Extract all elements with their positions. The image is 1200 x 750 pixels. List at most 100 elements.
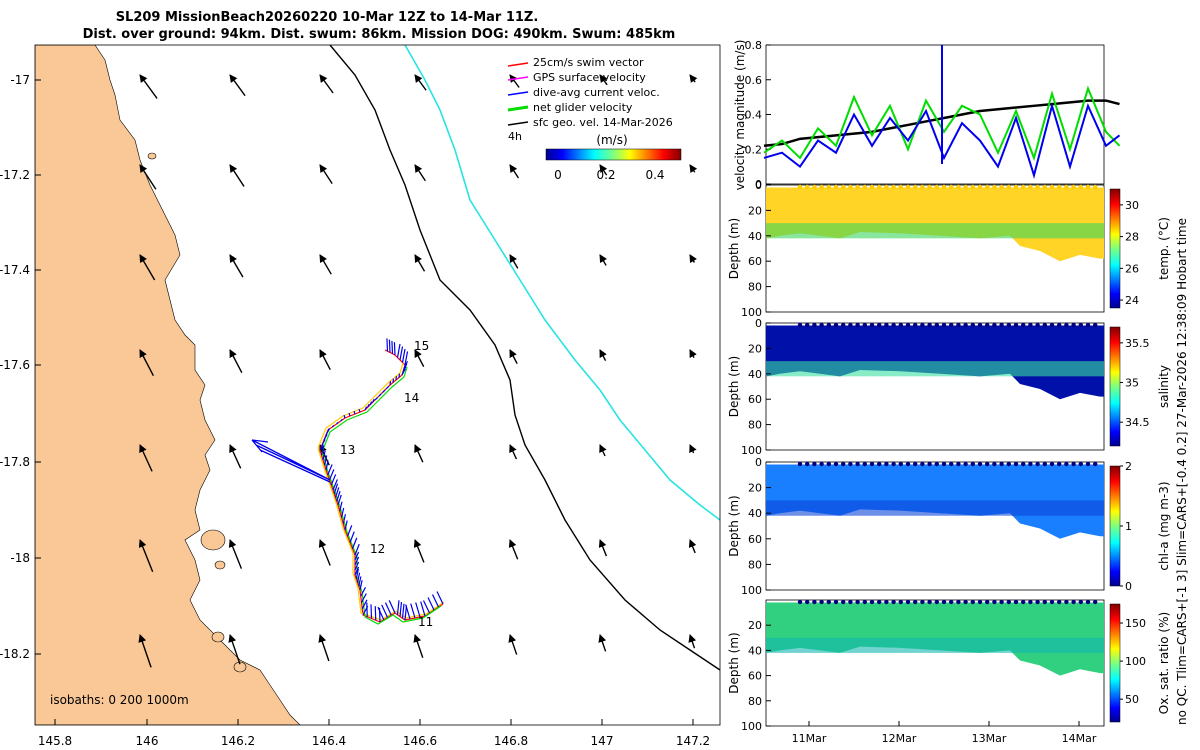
geo-arrow: [599, 254, 607, 266]
dive-avg-vector: [377, 606, 385, 620]
surface-dot: [805, 184, 810, 190]
surface-dot: [1057, 461, 1062, 467]
dive-avg-vector: [360, 593, 367, 603]
surface-dot: [869, 461, 875, 467]
heatmap-panel-3: 0 20 40 60 80 100 Depth (m) 2 1 0 chl-a (mg m-3): [727, 456, 1171, 597]
surface-dot: [1013, 461, 1019, 467]
dive-avg-vector: [351, 537, 358, 549]
dive-avg-vector: [343, 414, 346, 419]
surface-dot: [848, 599, 853, 605]
dive-avg-vector: [436, 591, 444, 605]
surface-dot: [927, 461, 932, 467]
surface-dot: [1006, 599, 1011, 605]
dive-avg-vector: [384, 602, 392, 616]
geo-arrow: [139, 444, 153, 472]
dive-avg-vector: [388, 339, 391, 353]
map-colorbar: [545, 148, 682, 161]
dive-avg-vector: [396, 343, 401, 358]
dive-avg-vector: [360, 587, 367, 597]
surface-dot: [1078, 184, 1084, 190]
legend-sfc-geo: sfc geo. vel. 14-Mar-2026: [533, 116, 673, 129]
surface-dot: [862, 322, 867, 328]
surface-dot: [1064, 184, 1069, 190]
surface-dot: [927, 184, 932, 190]
geo-arrow: [509, 164, 520, 179]
surface-dot: [1028, 322, 1033, 328]
surface-dot: [963, 322, 968, 328]
day-label-13: 13: [340, 443, 355, 457]
lon-tick-label: 147: [591, 734, 614, 748]
surface-dot: [985, 599, 990, 605]
surface-dot: [920, 322, 925, 328]
dive-avg-vector: [354, 551, 360, 561]
surface-dot: [805, 322, 810, 328]
heatmap-lower-layer: [766, 361, 1104, 377]
surface-dot: [1064, 599, 1069, 605]
geo-arrow: [139, 349, 154, 377]
surface-dot: [1021, 184, 1026, 190]
lon-tick-label: 146.8: [494, 734, 528, 748]
surface-dot: [891, 184, 896, 190]
surface-dot: [877, 184, 882, 190]
day-label-11: 11: [418, 615, 433, 629]
lon-tick-label: 146.6: [403, 734, 437, 748]
depth-tick-label: 0: [755, 456, 762, 469]
colorbar-tick-0: 0: [554, 168, 562, 182]
surface-dot: [833, 461, 839, 467]
depth-tick-label: 100: [741, 720, 762, 733]
colorbar-tick-label: 0: [1125, 580, 1132, 593]
depth-tick-label: 100: [741, 444, 762, 457]
colorbar-tick-label: 100: [1125, 655, 1146, 668]
surface-dot: [812, 184, 817, 190]
dive-avg-vector: [401, 348, 406, 363]
colorbar-label: temp. (°C): [1157, 217, 1171, 280]
surface-dot: [855, 322, 860, 328]
dive-avg-vector: [354, 543, 360, 556]
velocity-ytick-label: 0.4: [745, 109, 763, 122]
surface-dot: [985, 322, 990, 328]
time-tick-label: 11Mar: [792, 732, 827, 745]
dive-avg-current-vectors: [319, 338, 444, 623]
surface-dot: [805, 461, 810, 467]
dive-avg-vector: [378, 393, 382, 397]
surface-dot: [898, 184, 903, 190]
depth-tick-label: 60: [748, 670, 762, 683]
surface-dot: [999, 184, 1004, 190]
surface-dot: [977, 599, 983, 605]
geo-arrow: [229, 254, 244, 278]
heatmap-panel-4: 20 40 60 80 100 Depth (m) 150 100 50 Ox. sat. rat…: [727, 599, 1171, 733]
legend-dive-avg: dive-avg current veloc.: [533, 86, 660, 99]
geo-arrow: [229, 164, 245, 187]
surface-dot: [1093, 322, 1098, 328]
surface-dot: [1049, 184, 1055, 190]
surface-dot: [819, 599, 824, 605]
colorbar-tick-label: 28: [1125, 231, 1139, 244]
surface-dot: [1021, 322, 1026, 328]
surface-dot: [1078, 461, 1084, 467]
coastline-land: [35, 45, 301, 725]
surface-dot: [884, 461, 889, 467]
geo-arrow: [413, 539, 425, 563]
colorbar-tick-label: 26: [1125, 262, 1139, 275]
surface-dot: [913, 184, 918, 190]
geo-arrow: [229, 349, 243, 374]
surface-dot: [956, 322, 961, 328]
surface-dot: [905, 599, 911, 605]
surface-dot: [1064, 461, 1069, 467]
surface-dot: [877, 599, 882, 605]
surface-dot: [1042, 322, 1048, 328]
surface-dot: [913, 322, 918, 328]
surface-dot: [1049, 461, 1055, 467]
dive-avg-vector: [332, 479, 338, 491]
geo-arrow: [509, 74, 520, 88]
surface-dot: [862, 461, 867, 467]
dive-avg-vector: [342, 514, 347, 524]
legend-4h-note: 4h: [508, 130, 522, 143]
lon-tick-label: 145.8: [38, 734, 72, 748]
surface-dot: [877, 461, 882, 467]
surface-dot: [934, 599, 939, 605]
surface-dot: [977, 322, 983, 328]
surface-dot: [1028, 184, 1033, 190]
surface-dot: [1049, 322, 1055, 328]
depth-axis-label: Depth (m): [727, 218, 741, 279]
